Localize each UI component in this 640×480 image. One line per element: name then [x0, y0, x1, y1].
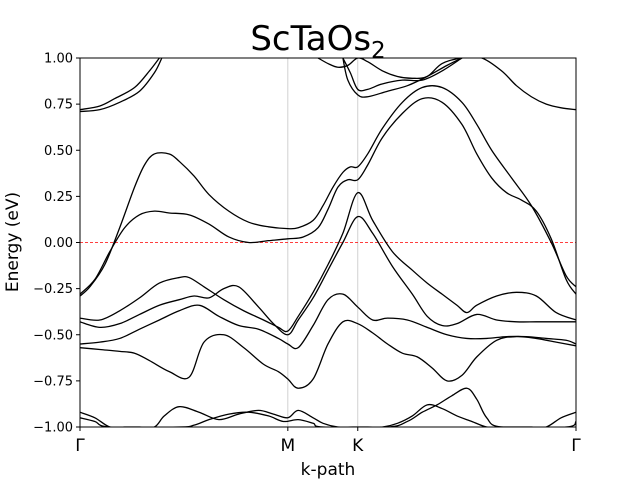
y-tick-label-0: −1.00: [33, 421, 73, 436]
y-axis-label: Energy (eV): [3, 192, 23, 292]
y-tick-label-4: 0.00: [44, 236, 73, 251]
y-tick-label-1: −0.75: [33, 374, 73, 389]
band-line-8: [80, 403, 576, 427]
chart-title: ScTaOs2: [250, 19, 385, 64]
band-line-4: [80, 192, 576, 333]
y-tick-label-8: 1.00: [44, 52, 73, 67]
band-lines: [80, 58, 576, 427]
y-tick-label-7: 0.75: [44, 98, 73, 113]
band-line-3: [80, 97, 576, 295]
x-tick-label-3: Γ: [571, 436, 581, 456]
band-line-2: [80, 85, 576, 297]
band-line-11: [342, 58, 463, 92]
band-line-0: [80, 58, 160, 111]
band-line-7: [80, 319, 576, 389]
x-tick-label-2: K: [352, 436, 364, 456]
chart-title-subscript: 2: [371, 38, 386, 64]
band-line-9: [80, 387, 576, 427]
x-tick-label-1: M: [280, 436, 295, 456]
y-tick-label-2: −0.50: [33, 328, 73, 343]
x-tick-label-0: Γ: [75, 436, 85, 456]
y-tick-label-3: −0.25: [33, 282, 73, 297]
y-tick-label-6: 0.50: [44, 144, 73, 159]
chart-title-main: ScTaOs: [250, 19, 371, 59]
x-axis-label: k-path: [301, 460, 356, 480]
y-tick-label-5: 0.25: [44, 190, 73, 205]
band-line-5: [80, 215, 576, 336]
band-line-1: [80, 58, 163, 113]
plot-area: −1.00 −0.75 −0.50 −0.25 0.00 0.25 0.50 0.75 1.00…: [33, 52, 581, 457]
band-line-6: [80, 293, 576, 350]
band-line-12: [342, 58, 463, 98]
